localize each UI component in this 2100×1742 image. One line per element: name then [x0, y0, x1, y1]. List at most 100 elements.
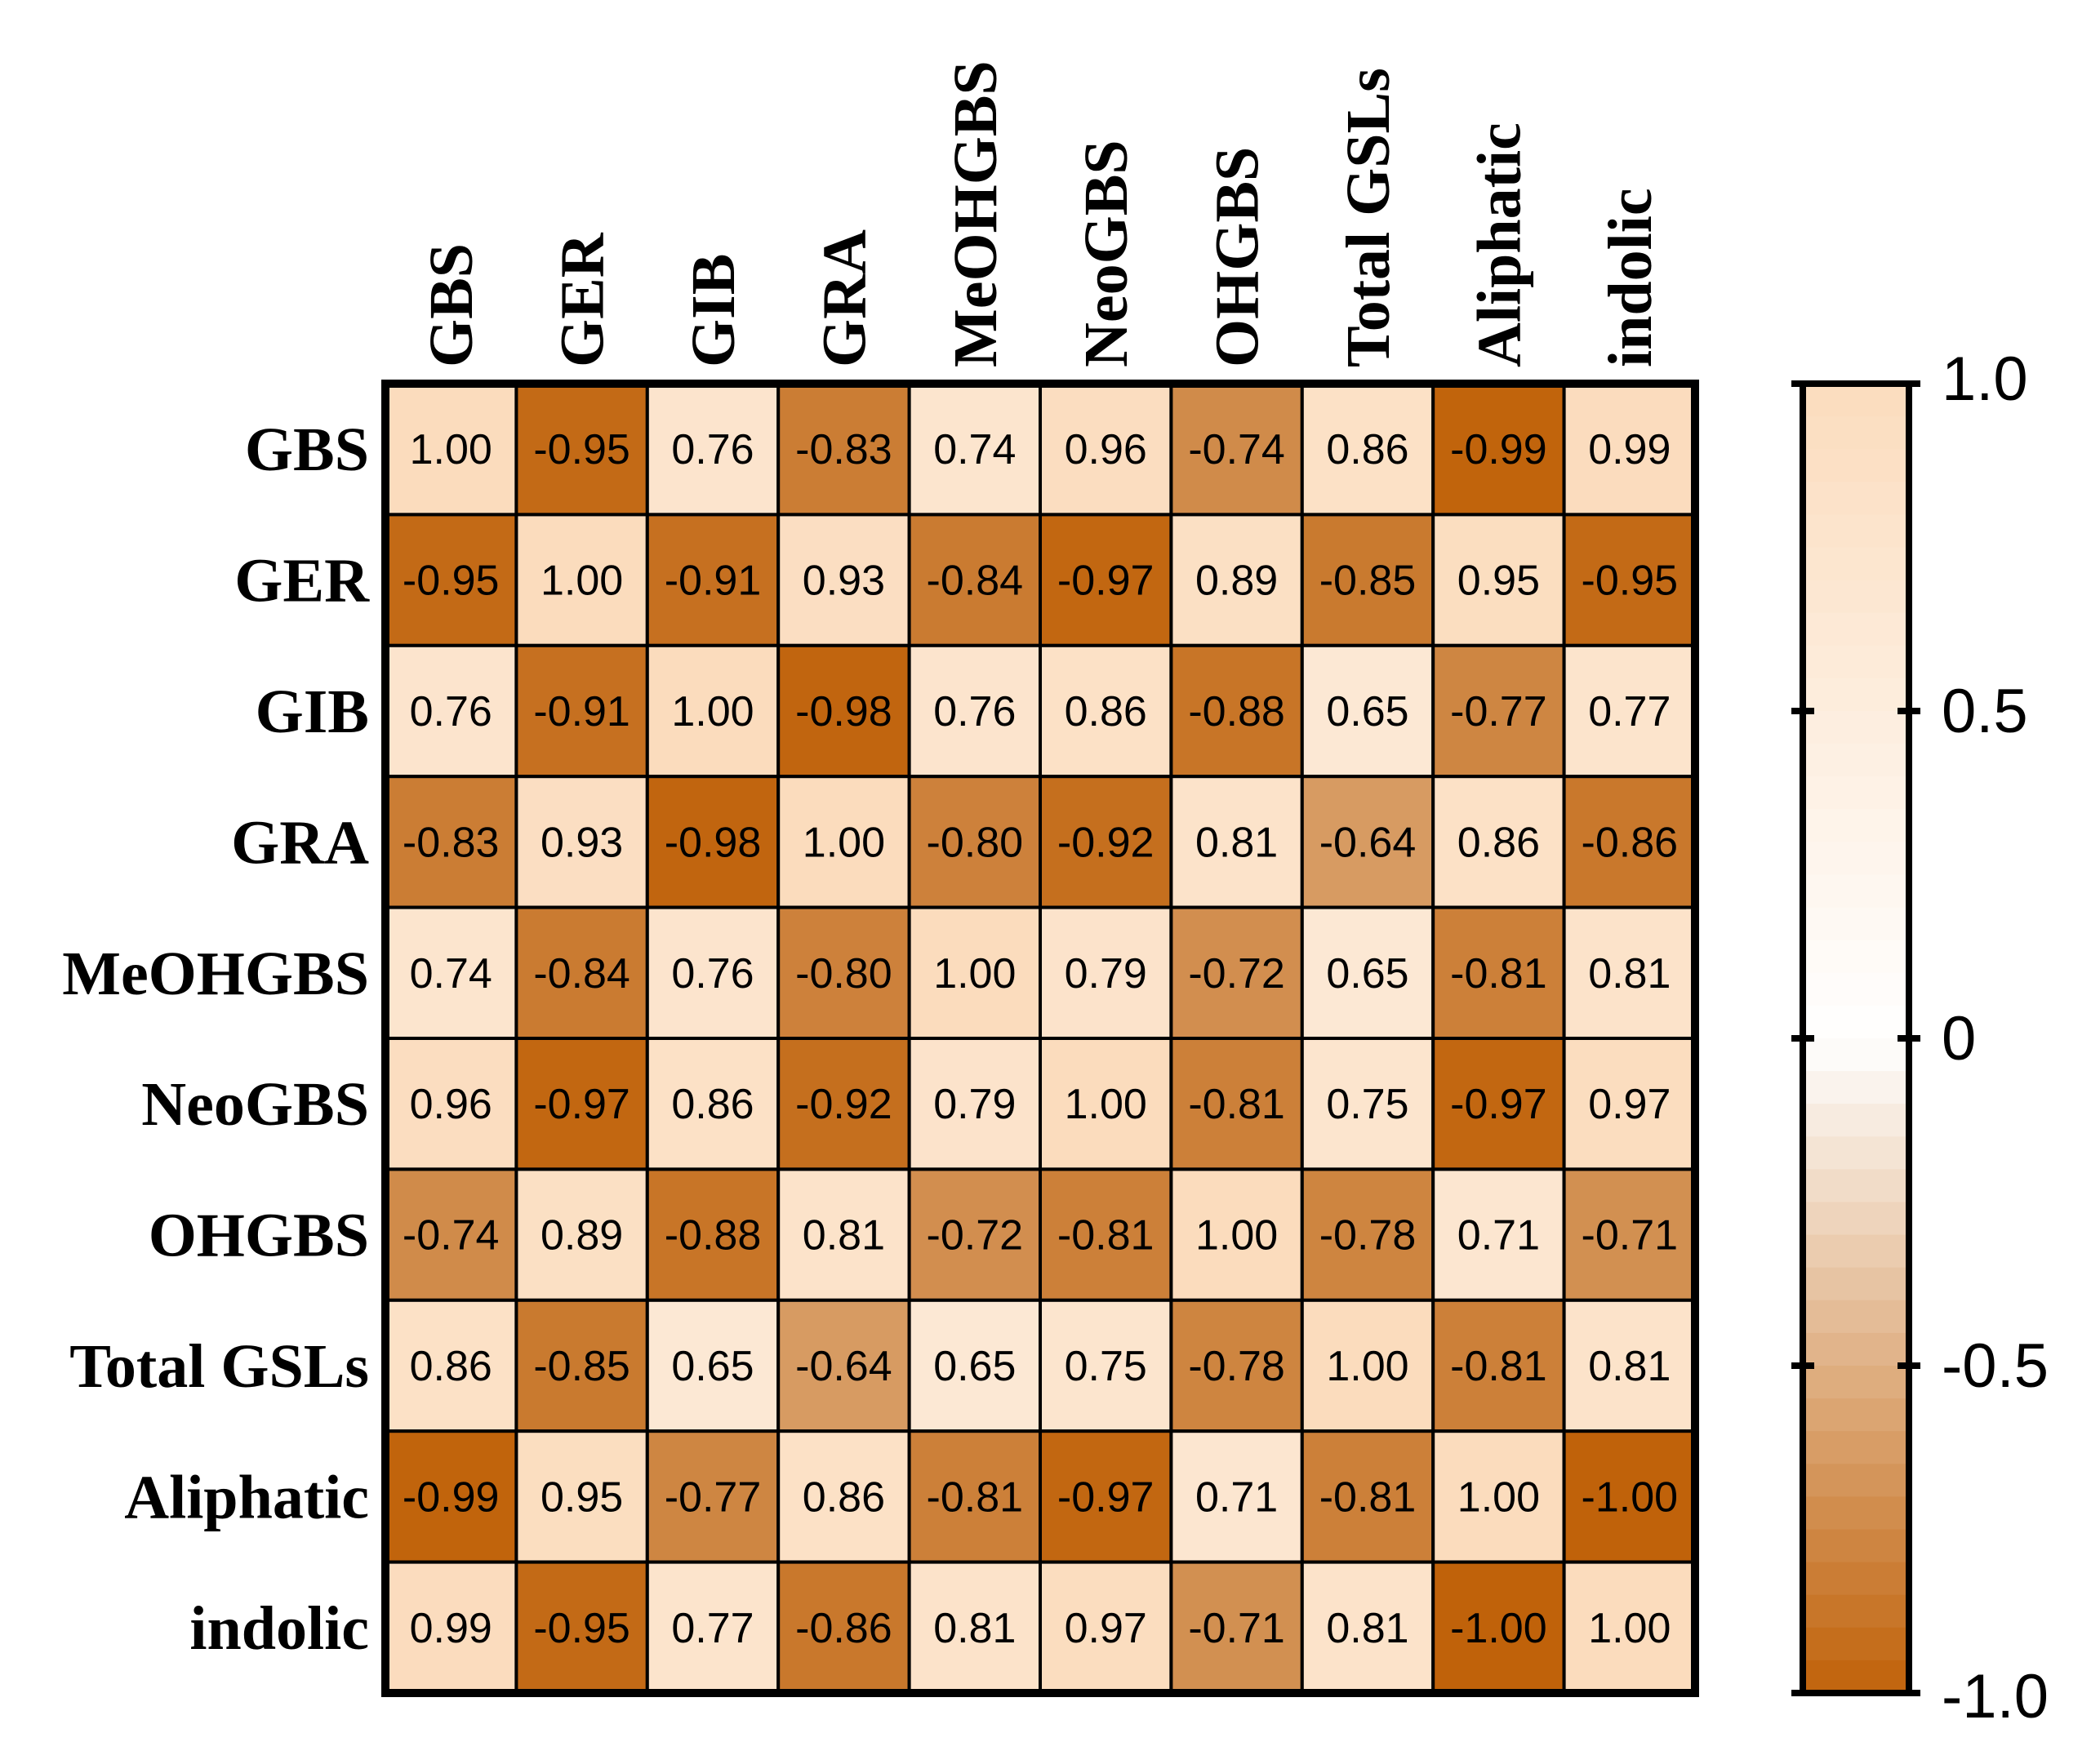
cell-value-label: 0.75 [1326, 1081, 1408, 1128]
heatmap-cell [1039, 775, 1173, 909]
cell-value-label: -0.81 [1057, 1212, 1155, 1260]
heatmap-cell [514, 1298, 649, 1433]
row-label: GIB [256, 678, 369, 746]
cell-value-label: 1.00 [671, 688, 754, 735]
cell-value-label: 0.89 [541, 1212, 623, 1260]
cell-value-label: -0.88 [665, 1212, 762, 1260]
heatmap-cell [645, 643, 781, 779]
colorbar-segment [1803, 1267, 1909, 1301]
colorbar-tick-label: -1.0 [1942, 1662, 2049, 1731]
heatmap-cell [1169, 1560, 1304, 1695]
colorbar-segment [1803, 1005, 1909, 1039]
colorbar-segment [1803, 1464, 1909, 1498]
heatmap-cell [1300, 1429, 1435, 1564]
column-label: indolic [1596, 188, 1665, 367]
heatmap-cell [907, 1037, 1042, 1171]
colorbar-segment [1803, 1136, 1909, 1171]
heatmap-cell [1039, 382, 1173, 517]
cell-value-label: -0.99 [403, 1473, 500, 1521]
column-label: Aliphatic [1465, 122, 1533, 367]
cell-value-label: 0.86 [1326, 426, 1408, 473]
heatmap-cell [514, 643, 649, 779]
cell-value-label: 0.76 [933, 688, 1016, 735]
heatmap-cell [1039, 1037, 1173, 1171]
cell-value-label: -0.84 [927, 558, 1024, 605]
colorbar-tick-label: 1.0 [1942, 344, 2028, 414]
cell-value-label: -0.95 [533, 426, 630, 473]
heatmap-cell-values: 1.00 -0.95 0.76 -0.83 0.74 0.96 -0.74 0.86 -0.99… [403, 426, 1678, 1652]
cell-value-label: -0.92 [1057, 819, 1155, 866]
cell-value-label: -0.64 [795, 1343, 892, 1390]
heatmap-cell [1562, 1167, 1697, 1302]
cell-value-label: -0.80 [927, 819, 1024, 866]
column-label: GER [549, 232, 617, 367]
colorbar-segment [1803, 776, 1909, 811]
cell-value-label: 1.00 [1195, 1212, 1278, 1260]
heatmap-cell [1300, 513, 1435, 647]
heatmap-cell [1300, 1298, 1435, 1433]
cell-value-label: -0.91 [533, 688, 630, 735]
row-label: GRA [231, 808, 369, 877]
cell-value-label: 0.81 [933, 1605, 1016, 1652]
heatmap-cell [645, 1298, 781, 1433]
column-label: GBS [417, 243, 486, 367]
colorbar-segment [1803, 1398, 1909, 1433]
column-label: MeOHGBS [941, 60, 1010, 367]
colorbar-segment [1803, 482, 1909, 516]
cell-value-label: 0.81 [1588, 950, 1671, 998]
colorbar-segment [1803, 678, 1909, 712]
cell-value-label: 0.95 [1457, 558, 1540, 605]
colorbar-segment [1803, 1529, 1909, 1563]
cell-value-label: -0.88 [1188, 688, 1285, 735]
heatmap-cell [1562, 1560, 1697, 1695]
heatmap-cell [907, 1298, 1042, 1433]
row-label: Total GSLs [69, 1332, 369, 1401]
colorbar-tick-label: -0.5 [1942, 1331, 2049, 1401]
heatmap-cell [645, 1037, 781, 1171]
row-label: OHGBS [149, 1202, 369, 1270]
cell-value-label: -1.00 [1450, 1605, 1547, 1652]
cell-value-label: 0.96 [410, 1081, 492, 1128]
colorbar-segment [1803, 1169, 1909, 1203]
heatmap-cell [384, 643, 518, 779]
cell-value-label: 0.65 [671, 1343, 754, 1390]
cell-value-label: -0.85 [533, 1343, 630, 1390]
row-label: indolic [189, 1594, 369, 1663]
cell-value-label: 1.00 [1457, 1473, 1540, 1521]
colorbar-segment [1803, 1431, 1909, 1465]
cell-value-label: 0.97 [1588, 1081, 1671, 1128]
colorbar-segment [1803, 449, 1909, 483]
heatmap-cell [1431, 1560, 1566, 1695]
cell-value-label: 0.65 [933, 1343, 1016, 1390]
cell-value-label: -0.84 [533, 950, 630, 998]
heatmap-cell [907, 1429, 1042, 1564]
cell-value-label: 1.00 [1065, 1081, 1147, 1128]
colorbar-segment [1803, 1366, 1909, 1400]
heatmap-cell [776, 1037, 911, 1171]
heatmap-cell [1169, 775, 1304, 909]
heatmap-cell [1169, 1167, 1304, 1302]
heatmap-cell [1300, 905, 1435, 1040]
cell-value-label: -0.95 [1582, 558, 1679, 605]
cell-value-label: -0.78 [1319, 1212, 1417, 1260]
cell-value-label: 0.71 [1457, 1212, 1540, 1260]
row-label: MeOHGBS [62, 940, 369, 1008]
heatmap-cell [1431, 1298, 1566, 1433]
colorbar-segment [1803, 874, 1909, 909]
cell-value-label: -0.99 [1450, 426, 1547, 473]
cell-value-label: -0.98 [795, 688, 892, 735]
column-label: Total GSLs [1334, 68, 1403, 367]
row-labels: GBS GER GIB GRA MeOHGBS NeoGBS OHGBS Total GSLs… [62, 416, 370, 1663]
column-label: GRA [810, 229, 879, 367]
heatmap-cell [1431, 643, 1566, 779]
heatmap-cell [1300, 382, 1435, 517]
row-label: NeoGBS [141, 1070, 369, 1139]
heatmap-cell [1169, 1298, 1304, 1433]
heatmap-cell [1300, 643, 1435, 779]
colorbar-segment [1803, 1627, 1909, 1661]
cell-value-label: 0.93 [803, 558, 885, 605]
heatmap-cell [384, 1560, 518, 1695]
colorbar: 1.0 0.5 0 -0.5 -1.0 [1791, 344, 2049, 1731]
cell-value-label: 1.00 [541, 558, 623, 605]
colorbar-segment [1803, 1300, 1909, 1334]
